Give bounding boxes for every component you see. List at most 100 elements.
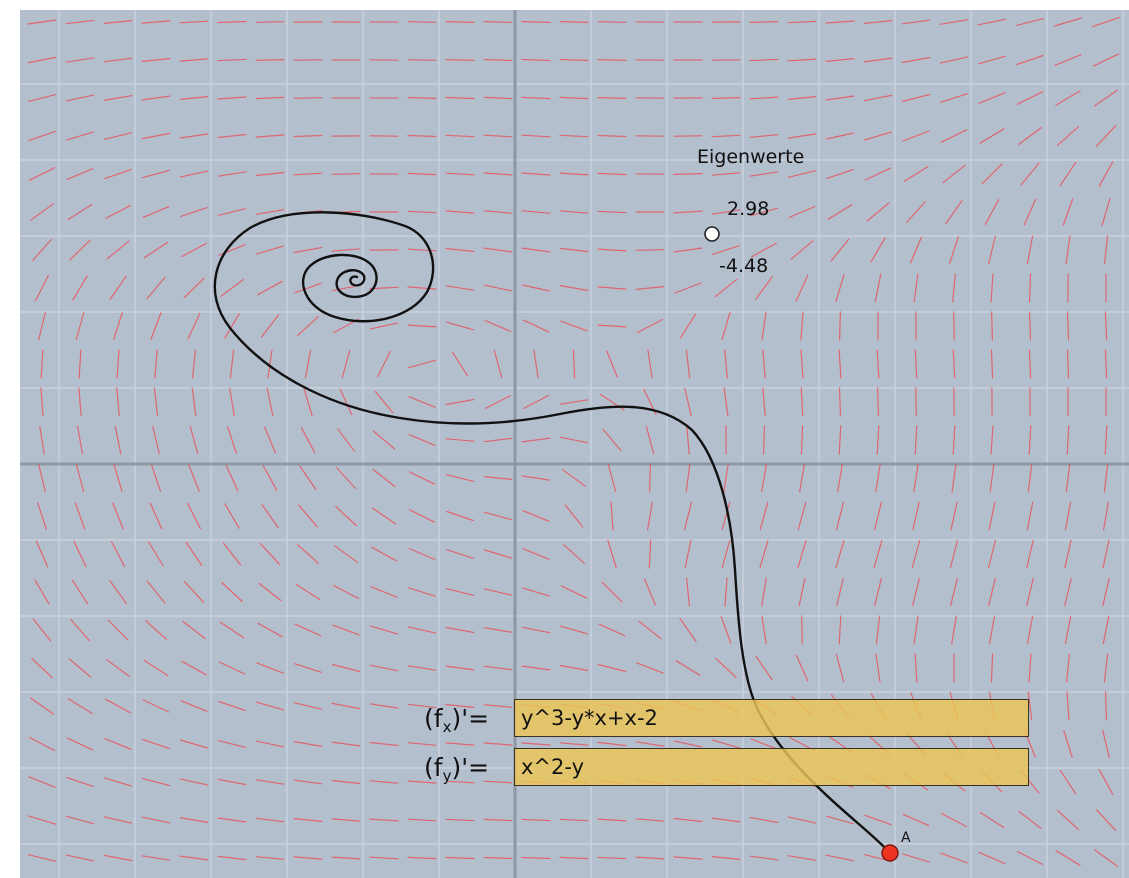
field-segment — [951, 463, 957, 493]
field-segment — [749, 171, 779, 177]
field-segment — [109, 275, 127, 301]
field-segment — [293, 172, 323, 176]
field-segment — [295, 583, 321, 601]
field-segment — [607, 539, 617, 569]
field-segment — [224, 503, 240, 529]
field-segment — [293, 817, 323, 823]
field-segment — [787, 95, 817, 101]
field-segment — [40, 387, 44, 417]
field-segment — [1103, 235, 1109, 265]
field-segment — [1102, 729, 1110, 759]
fy-input[interactable] — [514, 748, 1029, 786]
field-segment — [679, 617, 697, 643]
field-segment — [67, 204, 93, 220]
field-segment — [648, 539, 652, 569]
field-segment — [951, 615, 957, 645]
field-segment — [331, 173, 361, 175]
field-segment — [113, 312, 123, 340]
field-segment — [32, 238, 52, 262]
equilibrium-point[interactable] — [704, 226, 720, 242]
field-segment — [179, 816, 209, 824]
field-segment — [749, 21, 779, 23]
field-segment — [749, 816, 779, 824]
field-segment — [103, 20, 133, 24]
field-segment — [74, 502, 86, 530]
field-segment — [493, 349, 503, 379]
field-segment — [114, 425, 122, 455]
field-segment — [825, 132, 855, 140]
field-segment — [903, 166, 929, 182]
field-segment — [760, 463, 768, 493]
field-segment — [521, 210, 551, 214]
field-segment — [65, 57, 95, 63]
field-segment — [909, 236, 923, 264]
field-segment — [374, 390, 394, 414]
field-segment — [952, 425, 956, 455]
field-segment — [179, 778, 209, 786]
field-segment — [901, 19, 931, 25]
field-segment — [711, 855, 741, 861]
field-segment — [685, 577, 691, 607]
field-segment — [940, 129, 968, 143]
field-segment — [220, 279, 244, 297]
field-segment — [761, 577, 767, 607]
field-segment — [835, 501, 845, 531]
field-segment — [407, 59, 437, 61]
field-segment — [445, 665, 475, 671]
field-segment — [636, 318, 664, 334]
field-segment — [300, 427, 316, 453]
field-segment — [221, 581, 243, 603]
field-segment — [407, 324, 437, 328]
field-segment — [331, 663, 361, 673]
field-segment — [1016, 850, 1044, 866]
field-segment — [34, 579, 50, 605]
field-segment — [294, 623, 322, 637]
field-segment — [762, 425, 766, 455]
fy-label-sub: y — [442, 767, 452, 785]
field-segment — [559, 625, 589, 635]
field-segment — [28, 776, 56, 788]
eigenvalues-annotation: Eigenwerte 2.98 -4.48 — [697, 146, 804, 277]
field-segment — [445, 780, 475, 784]
field-segment — [256, 662, 284, 674]
field-segment — [635, 856, 665, 860]
field-segment — [445, 703, 475, 709]
field-segment — [597, 210, 627, 214]
field-segment — [755, 276, 773, 300]
field-segment — [559, 284, 589, 292]
field-segment — [912, 501, 920, 531]
field-segment — [602, 428, 622, 452]
fx-input[interactable] — [514, 699, 1029, 737]
point-a-marker[interactable] — [881, 844, 899, 862]
field-segment — [749, 58, 779, 62]
field-segment — [914, 349, 918, 379]
field-segment — [218, 661, 246, 675]
field-segment — [559, 21, 589, 23]
field-segment — [483, 856, 513, 860]
plot-svg[interactable]: Eigenwerte 2.98 -4.48 A — [20, 10, 1129, 878]
field-segment — [1056, 809, 1080, 831]
point-a[interactable]: A — [881, 830, 911, 862]
field-segment — [522, 319, 550, 333]
field-segment — [979, 128, 1005, 144]
field-segment — [408, 547, 436, 561]
field-segment — [1063, 730, 1073, 758]
field-segment — [407, 172, 437, 176]
field-segment — [597, 96, 627, 100]
field-segment — [142, 738, 170, 750]
field-segment — [264, 426, 276, 454]
fx-label-suffix: )'= — [451, 704, 490, 733]
field-segment — [66, 737, 94, 751]
field-segment — [369, 856, 399, 860]
field-segment — [103, 816, 133, 824]
field-segment — [749, 207, 779, 217]
field-segment — [78, 387, 82, 417]
field-segment — [749, 96, 779, 100]
field-segment — [483, 627, 513, 633]
field-segment — [369, 741, 399, 747]
field-segment — [521, 134, 551, 138]
field-segment — [372, 468, 396, 488]
field-segment — [597, 172, 627, 176]
field-segment — [876, 425, 880, 455]
